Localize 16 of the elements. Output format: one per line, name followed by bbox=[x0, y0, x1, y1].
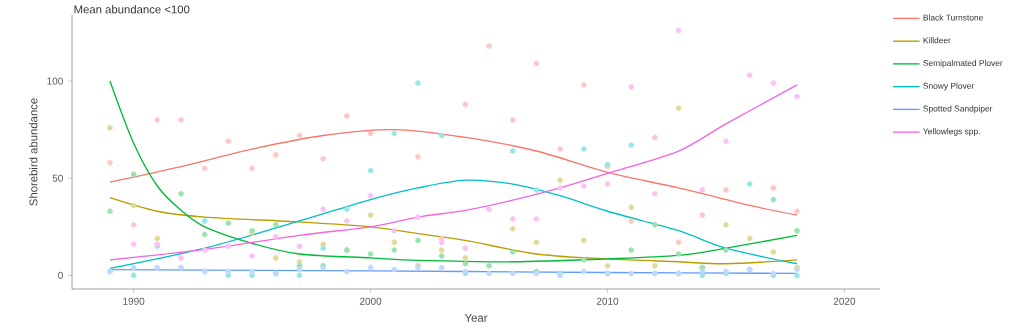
x-tick-label: 2020 bbox=[833, 297, 856, 305]
legend-label: Yellowlegs spp. bbox=[923, 128, 980, 136]
legend-label: Snowy Plover bbox=[923, 82, 975, 91]
x-tick-label: 2010 bbox=[596, 297, 619, 305]
y-tick-label: 0 bbox=[58, 271, 63, 279]
x-axis-title: Year bbox=[464, 313, 488, 322]
y-tick-label: 50 bbox=[52, 174, 63, 182]
x-tick-label: 1990 bbox=[123, 297, 145, 305]
chart-title: Mean abundance <100 bbox=[74, 5, 190, 14]
legend-label: Black Turnstone bbox=[923, 14, 983, 21]
y-tick-label: 100 bbox=[47, 77, 63, 85]
y-axis-title: Shorebird abundance bbox=[29, 98, 38, 206]
legend-label: Spotted Sandpiper bbox=[923, 105, 993, 114]
x-tick-label: 2000 bbox=[359, 297, 382, 305]
legend-label: Semipalmated Plover bbox=[923, 59, 1003, 68]
legend-label: Killdeer bbox=[923, 37, 951, 44]
